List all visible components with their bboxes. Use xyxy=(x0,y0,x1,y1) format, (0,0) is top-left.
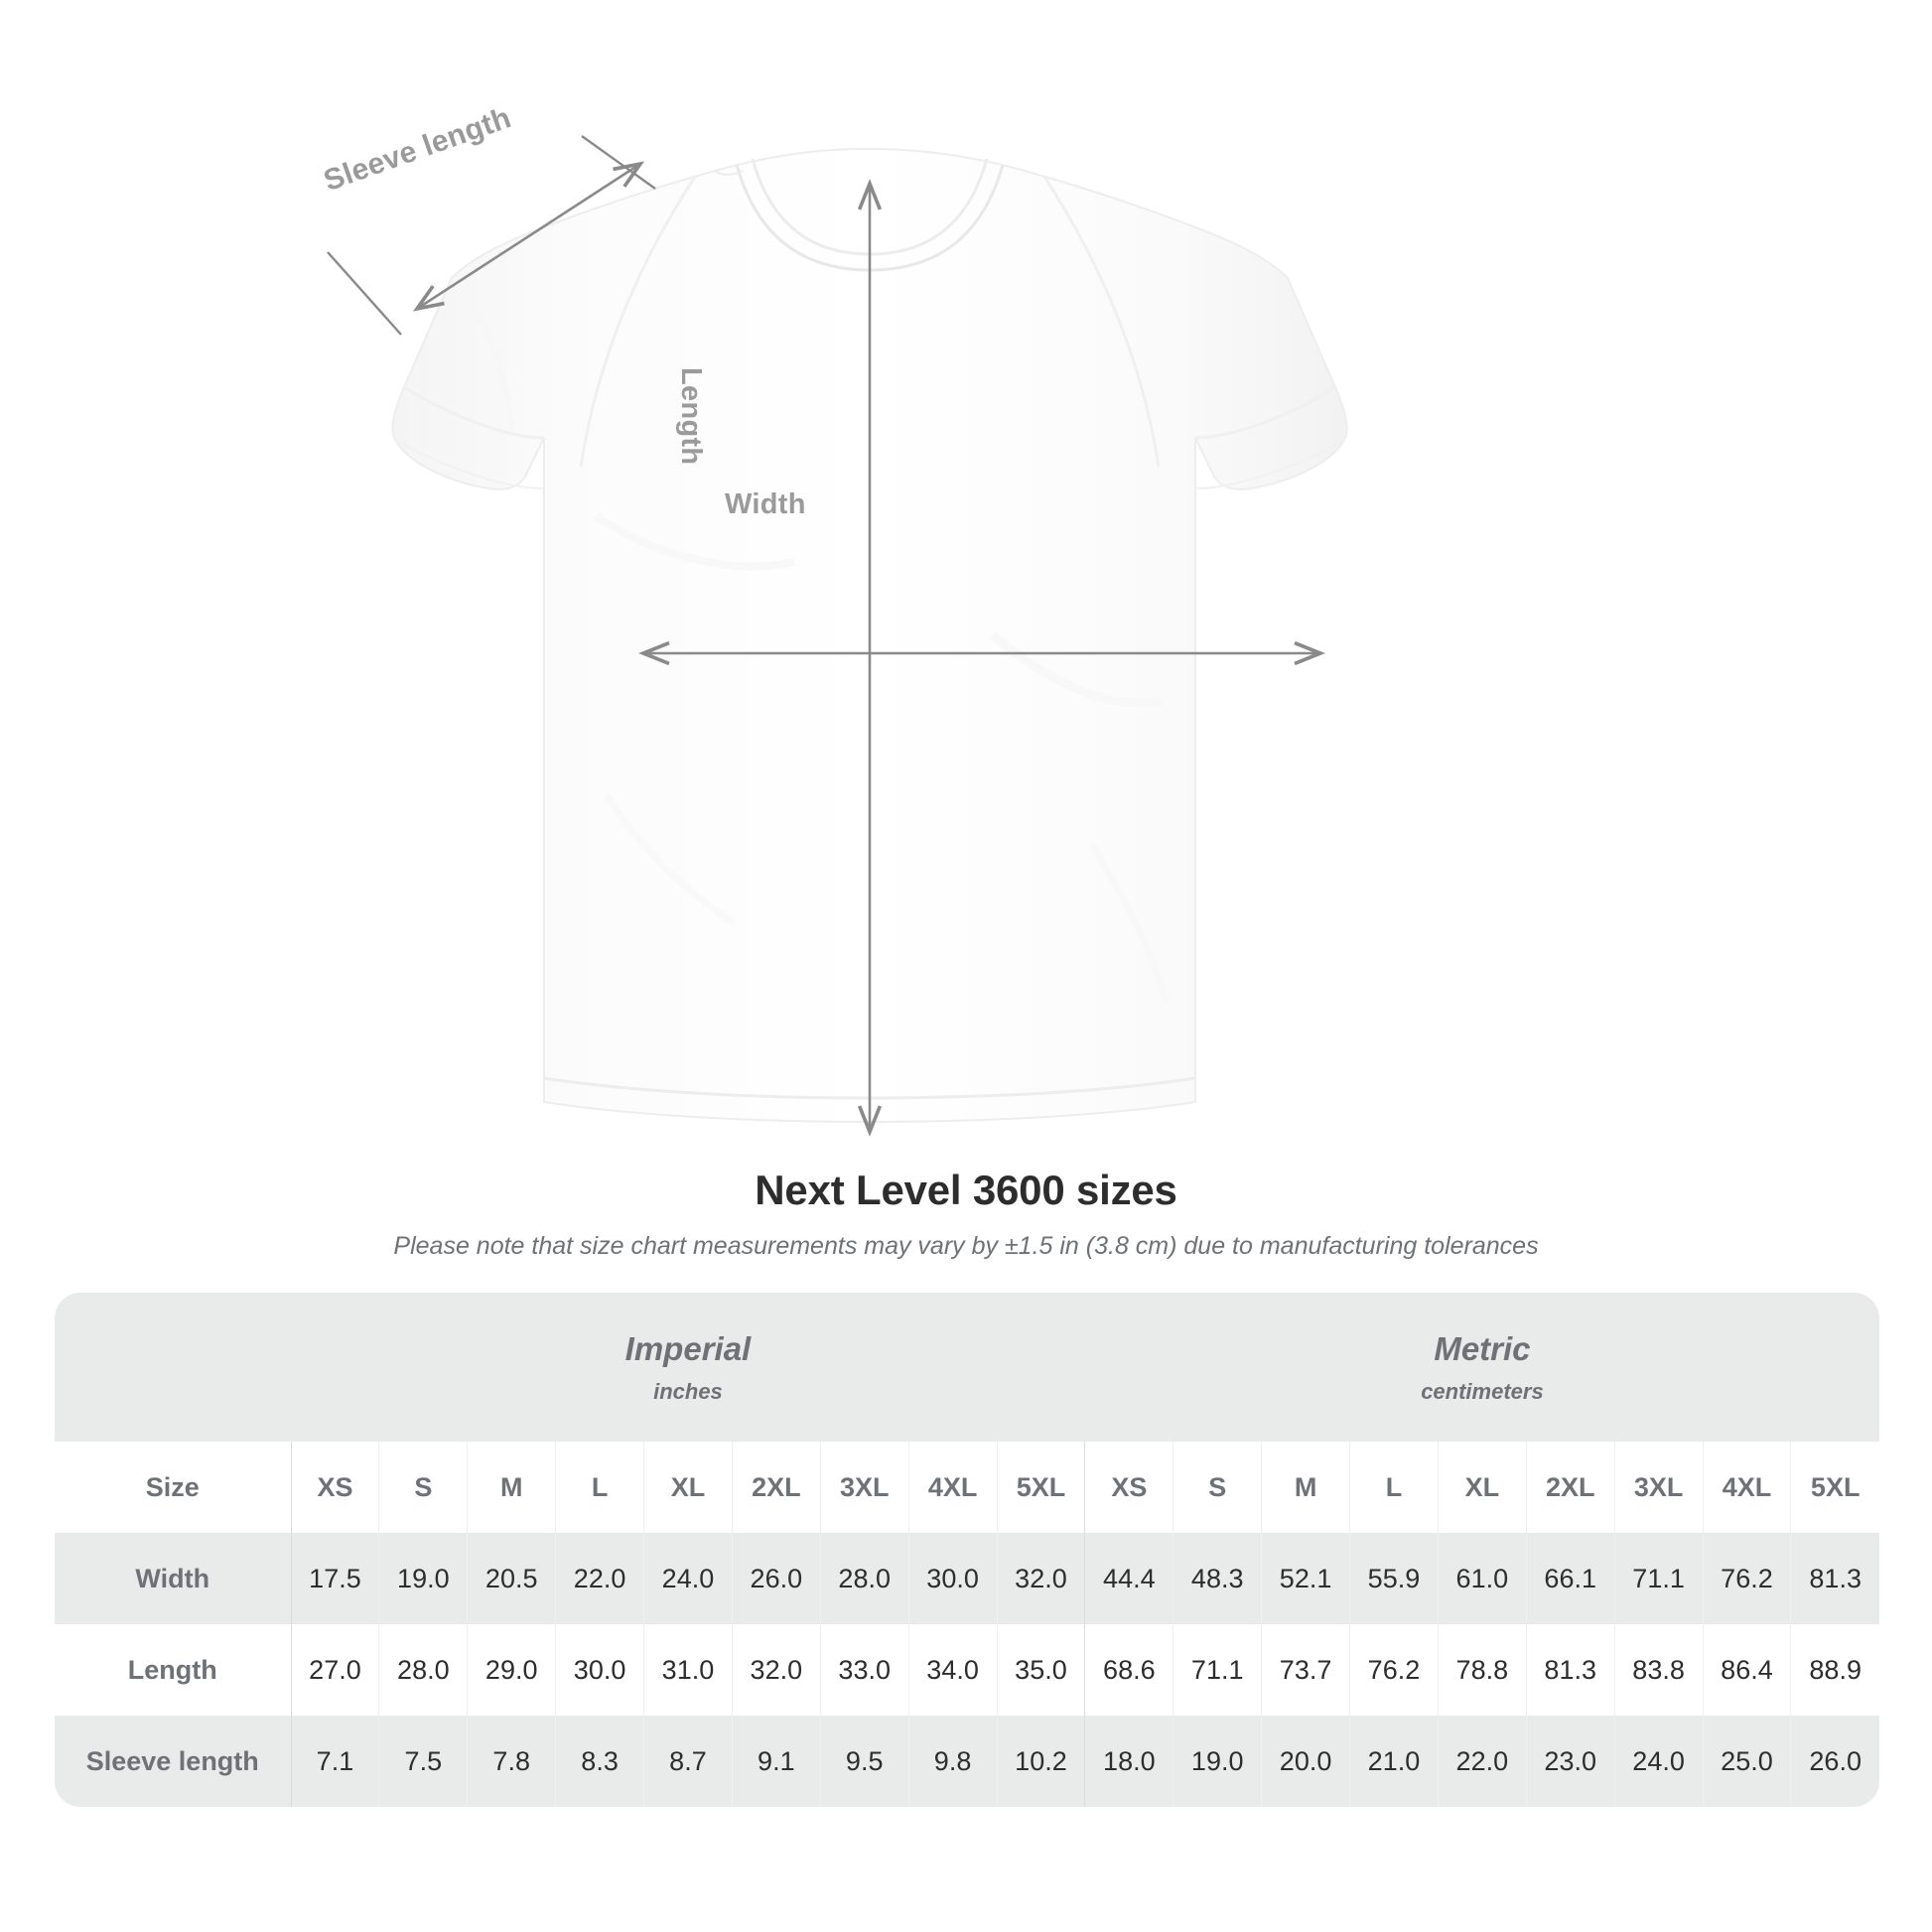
column-header-2xl-metric: 2XL xyxy=(1525,1442,1615,1533)
cell-width-XL-cm: 61.0 xyxy=(1437,1533,1527,1624)
cell-length-L-cm: 76.2 xyxy=(1349,1624,1439,1716)
cell-width-4XL-cm: 76.2 xyxy=(1702,1533,1791,1624)
size-row-header: Size xyxy=(55,1442,292,1533)
cell-sleeve-length-S-cm: 19.0 xyxy=(1173,1716,1262,1807)
column-header-xs-imperial: XS xyxy=(290,1442,379,1533)
cell-sleeve-length-4XL-in: 9.8 xyxy=(907,1716,998,1807)
cell-length-L-in: 30.0 xyxy=(555,1624,644,1716)
metric-label: Metric xyxy=(1434,1330,1531,1368)
cell-width-S-in: 19.0 xyxy=(378,1533,468,1624)
cell-sleeve-length-XL-in: 8.7 xyxy=(643,1716,733,1807)
column-header-m-metric: M xyxy=(1261,1442,1350,1533)
cell-width-2XL-cm: 66.1 xyxy=(1525,1533,1615,1624)
cell-length-4XL-in: 34.0 xyxy=(907,1624,998,1716)
cell-length-M-cm: 73.7 xyxy=(1261,1624,1350,1716)
cell-sleeve-length-3XL-in: 9.5 xyxy=(819,1716,909,1807)
size-table-body: Width 17.5 19.0 20.5 22.0 24.0 26.0 28.0 30.0 32.… xyxy=(55,1533,1879,1807)
size-chart-table: Imperial inches Metric centimeters Size X… xyxy=(55,1293,1879,1807)
cell-width-3XL-in: 28.0 xyxy=(819,1533,909,1624)
title-block: Next Level 3600 sizes Please note that s… xyxy=(0,1167,1932,1261)
cell-sleeve-length-2XL-cm: 23.0 xyxy=(1525,1716,1615,1807)
cell-sleeve-length-S-in: 7.5 xyxy=(378,1716,468,1807)
cell-sleeve-length-XS-in: 7.1 xyxy=(290,1716,379,1807)
cell-width-L-in: 22.0 xyxy=(555,1533,644,1624)
cell-length-2XL-in: 32.0 xyxy=(731,1624,821,1716)
cell-sleeve-length-2XL-in: 9.1 xyxy=(731,1716,821,1807)
cell-sleeve-length-L-in: 8.3 xyxy=(555,1716,644,1807)
cell-sleeve-length-XS-cm: 18.0 xyxy=(1084,1716,1173,1807)
cell-length-4XL-cm: 86.4 xyxy=(1702,1624,1791,1716)
size-chart-table-wrapper: Imperial inches Metric centimeters Size X… xyxy=(55,1293,1879,1807)
cell-width-M-cm: 52.1 xyxy=(1261,1533,1350,1624)
cell-width-L-cm: 55.9 xyxy=(1349,1533,1439,1624)
page-title: Next Level 3600 sizes xyxy=(755,1167,1177,1213)
column-header-l-imperial: L xyxy=(555,1442,644,1533)
tshirt-illustration xyxy=(327,135,1348,1137)
cell-length-5XL-cm: 88.9 xyxy=(1790,1624,1879,1716)
cell-length-3XL-cm: 83.8 xyxy=(1613,1624,1704,1716)
width-label: Width xyxy=(725,488,806,520)
tolerance-note: Please note that size chart measurements… xyxy=(393,1232,1539,1260)
table-row: Sleeve length 7.1 7.5 7.8 8.3 8.7 9.1 9.5 9.8 10.… xyxy=(55,1716,1879,1807)
cell-length-XL-cm: 78.8 xyxy=(1437,1624,1527,1716)
imperial-unit: inches xyxy=(653,1378,723,1404)
cell-width-XS-in: 17.5 xyxy=(290,1533,379,1624)
size-header-row: Size XS S M L XL 2XL 3XL 4XL 5XL XS S M L XL 2XL 3XL 4XL 5… xyxy=(55,1442,1879,1533)
cell-length-S-in: 28.0 xyxy=(378,1624,468,1716)
column-header-xs-metric: XS xyxy=(1084,1442,1173,1533)
cell-length-M-in: 29.0 xyxy=(467,1624,556,1716)
column-header-3xl-imperial: 3XL xyxy=(819,1442,909,1533)
cell-length-5XL-in: 35.0 xyxy=(996,1624,1085,1716)
cell-width-XL-in: 24.0 xyxy=(643,1533,733,1624)
cell-length-2XL-cm: 81.3 xyxy=(1525,1624,1615,1716)
cell-length-3XL-in: 33.0 xyxy=(819,1624,909,1716)
column-header-s-metric: S xyxy=(1173,1442,1262,1533)
cell-length-XS-cm: 68.6 xyxy=(1084,1624,1173,1716)
cell-length-S-cm: 71.1 xyxy=(1173,1624,1262,1716)
cell-width-4XL-in: 30.0 xyxy=(907,1533,998,1624)
row-label-length: Length xyxy=(55,1624,292,1716)
cell-length-XS-in: 27.0 xyxy=(290,1624,379,1716)
column-header-3xl-metric: 3XL xyxy=(1613,1442,1704,1533)
row-label-sleeve-length: Sleeve length xyxy=(55,1716,292,1807)
cell-width-XS-cm: 44.4 xyxy=(1084,1533,1173,1624)
table-row: Width 17.5 19.0 20.5 22.0 24.0 26.0 28.0 30.0 32.… xyxy=(55,1533,1879,1624)
unit-header-metric: Metric centimeters xyxy=(1084,1293,1879,1442)
column-header-4xl-imperial: 4XL xyxy=(907,1442,998,1533)
column-header-5xl-imperial: 5XL xyxy=(996,1442,1085,1533)
column-header-2xl-imperial: 2XL xyxy=(731,1442,821,1533)
imperial-label: Imperial xyxy=(624,1330,752,1368)
cell-width-5XL-cm: 81.3 xyxy=(1790,1533,1879,1624)
cell-width-S-cm: 48.3 xyxy=(1173,1533,1262,1624)
cell-sleeve-length-M-cm: 20.0 xyxy=(1261,1716,1350,1807)
cell-width-M-in: 20.5 xyxy=(467,1533,556,1624)
row-label-width: Width xyxy=(55,1533,292,1624)
cell-length-XL-in: 31.0 xyxy=(643,1624,733,1716)
column-header-s-imperial: S xyxy=(378,1442,468,1533)
unit-header-imperial: Imperial inches xyxy=(291,1293,1085,1442)
column-header-5xl-metric: 5XL xyxy=(1790,1442,1879,1533)
metric-unit: centimeters xyxy=(1421,1378,1544,1404)
tshirt-diagram: Sleeve length Length Width xyxy=(320,101,1348,1137)
unit-header-spacer xyxy=(55,1293,292,1442)
cell-sleeve-length-3XL-cm: 24.0 xyxy=(1613,1716,1704,1807)
cell-sleeve-length-5XL-in: 10.2 xyxy=(996,1716,1085,1807)
sleeve-length-dimension xyxy=(327,135,656,336)
cell-width-3XL-cm: 71.1 xyxy=(1613,1533,1704,1624)
column-header-m-imperial: M xyxy=(467,1442,556,1533)
table-row: Length 27.0 28.0 29.0 30.0 31.0 32.0 33.0 34.0 35… xyxy=(55,1624,1879,1716)
cell-sleeve-length-4XL-cm: 25.0 xyxy=(1702,1716,1791,1807)
cell-width-2XL-in: 26.0 xyxy=(731,1533,821,1624)
column-header-l-metric: L xyxy=(1349,1442,1439,1533)
cell-width-5XL-in: 32.0 xyxy=(996,1533,1085,1624)
cell-sleeve-length-M-in: 7.8 xyxy=(467,1716,556,1807)
unit-header-row: Imperial inches Metric centimeters xyxy=(55,1293,1879,1442)
length-label: Length xyxy=(675,367,707,466)
cell-sleeve-length-5XL-cm: 26.0 xyxy=(1790,1716,1879,1807)
cell-sleeve-length-XL-cm: 22.0 xyxy=(1437,1716,1527,1807)
column-header-xl-metric: XL xyxy=(1437,1442,1527,1533)
column-header-xl-imperial: XL xyxy=(643,1442,733,1533)
cell-sleeve-length-L-cm: 21.0 xyxy=(1349,1716,1439,1807)
column-header-4xl-metric: 4XL xyxy=(1702,1442,1791,1533)
